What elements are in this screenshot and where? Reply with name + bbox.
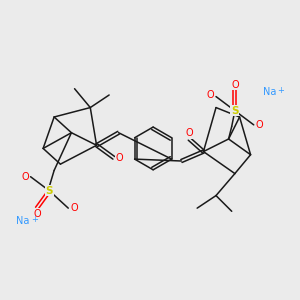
Text: O: O bbox=[21, 172, 29, 182]
Text: O: O bbox=[256, 120, 263, 130]
Text: O: O bbox=[185, 128, 193, 138]
Text: O: O bbox=[33, 209, 41, 219]
Text: O: O bbox=[116, 153, 123, 163]
Text: Na: Na bbox=[263, 87, 276, 97]
Text: O: O bbox=[206, 90, 214, 100]
Text: +: + bbox=[278, 86, 284, 95]
Text: O: O bbox=[70, 203, 78, 213]
Text: S: S bbox=[46, 186, 53, 196]
Text: S: S bbox=[231, 106, 238, 116]
Text: O: O bbox=[231, 80, 239, 90]
Text: Na: Na bbox=[16, 216, 29, 226]
Text: +: + bbox=[31, 215, 38, 224]
